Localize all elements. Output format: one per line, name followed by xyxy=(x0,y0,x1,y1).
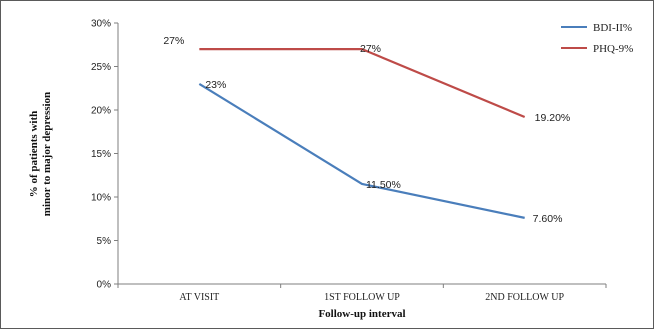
y-tick-label: 0% xyxy=(97,280,112,291)
x-tick-label: 2ND FOLLOW UP xyxy=(485,292,564,303)
y-axis-title-line2: minor to major depression xyxy=(41,92,53,216)
series-line-phq xyxy=(199,47,526,118)
data-label: 7.60% xyxy=(533,213,563,225)
y-tick-label: 15% xyxy=(91,149,111,160)
y-tick-label: 5% xyxy=(97,236,112,247)
data-label: 19.20% xyxy=(535,112,571,124)
x-tick-label: AT VISIT xyxy=(179,292,219,303)
y-tick-label: 20% xyxy=(91,106,111,117)
legend-label-phq: PHQ-9% xyxy=(593,43,633,55)
data-label: 11.50% xyxy=(366,179,401,191)
series-lines xyxy=(198,47,526,219)
x-ticks: AT VISIT 1ST FOLLOW UP 2ND FOLLOW UP xyxy=(117,284,607,303)
x-tick-label: 1ST FOLLOW UP xyxy=(324,292,400,303)
data-label: 27% xyxy=(360,43,381,55)
y-axis-title-line1: % of patients with xyxy=(28,111,40,197)
y-tick-label: 30% xyxy=(91,19,111,30)
y-tick-label: 10% xyxy=(91,193,111,204)
data-label: 27% xyxy=(163,35,184,47)
legend: BDI-II% PHQ-9% xyxy=(561,22,633,55)
y-ticks: 0% 5% 10% 15% 20% 25% 30% xyxy=(91,19,118,291)
series-line-bdi xyxy=(198,82,525,219)
y-tick-label: 25% xyxy=(91,62,111,73)
data-labels: 23% 11.50% 7.60% 27% 27% 19.20% xyxy=(163,35,570,225)
x-axis-title: Follow-up interval xyxy=(318,308,405,320)
data-label: 23% xyxy=(205,79,226,91)
legend-label-bdi: BDI-II% xyxy=(593,22,632,34)
